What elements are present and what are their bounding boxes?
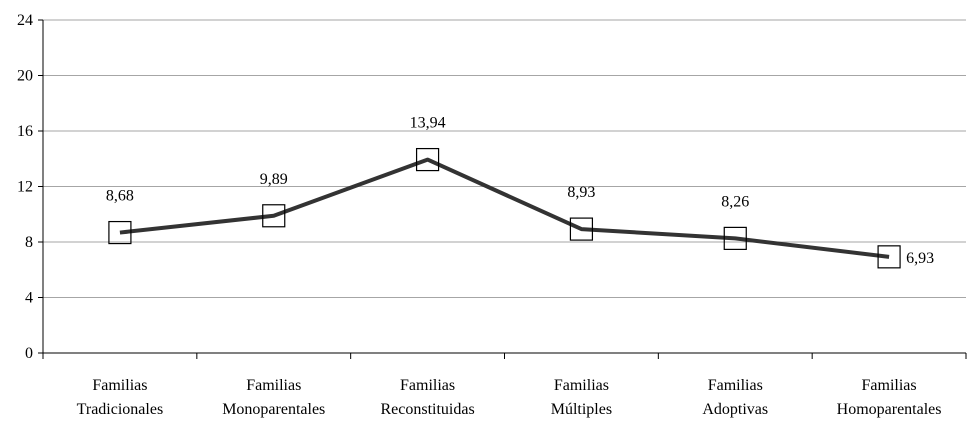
y-tick-label: 16 <box>17 123 33 140</box>
data-label: 13,94 <box>410 115 446 132</box>
data-label: 8,93 <box>567 184 595 201</box>
x-tick-label: Familias Adoptivas <box>702 377 768 418</box>
data-point-marker <box>723 226 747 250</box>
y-axis-tick-labels: 0 4 8 12 16 20 24 <box>17 12 33 362</box>
x-tick-label: Familias Tradicionales <box>77 377 164 418</box>
y-tick-label: 8 <box>25 234 33 251</box>
data-point-marker <box>262 204 286 228</box>
data-point-markers <box>108 147 901 269</box>
x-tick-label: Familias Monoparentales <box>222 377 325 418</box>
series-line <box>119 157 890 259</box>
data-point-marker <box>415 147 440 172</box>
data-point-marker <box>569 217 594 241</box>
y-tick-label: 20 <box>17 68 33 85</box>
y-tick-label: 0 <box>25 345 33 362</box>
x-tick-label: Familias Reconstituidas <box>380 377 474 418</box>
y-tick-label: 12 <box>17 179 33 196</box>
x-tick-label: Familias Homoparentales <box>837 377 942 418</box>
x-tick-label: Familias Múltiples <box>551 377 612 418</box>
x-axis-category-labels: Familias Tradicionales Familias Monoparenta… <box>77 377 942 418</box>
y-tick-label: 4 <box>25 290 33 307</box>
axes <box>38 19 967 359</box>
gridlines <box>43 19 966 298</box>
data-label: 9,89 <box>260 171 288 188</box>
data-point-marker <box>108 220 132 245</box>
data-point-marker <box>877 245 901 269</box>
data-label: 8,68 <box>106 188 134 205</box>
data-label: 8,26 <box>721 193 749 210</box>
y-tick-label: 24 <box>17 12 33 29</box>
data-label: 6,93 <box>906 250 934 267</box>
data-labels: 8,68 9,89 13,94 8,93 8,26 6,93 <box>106 115 934 267</box>
